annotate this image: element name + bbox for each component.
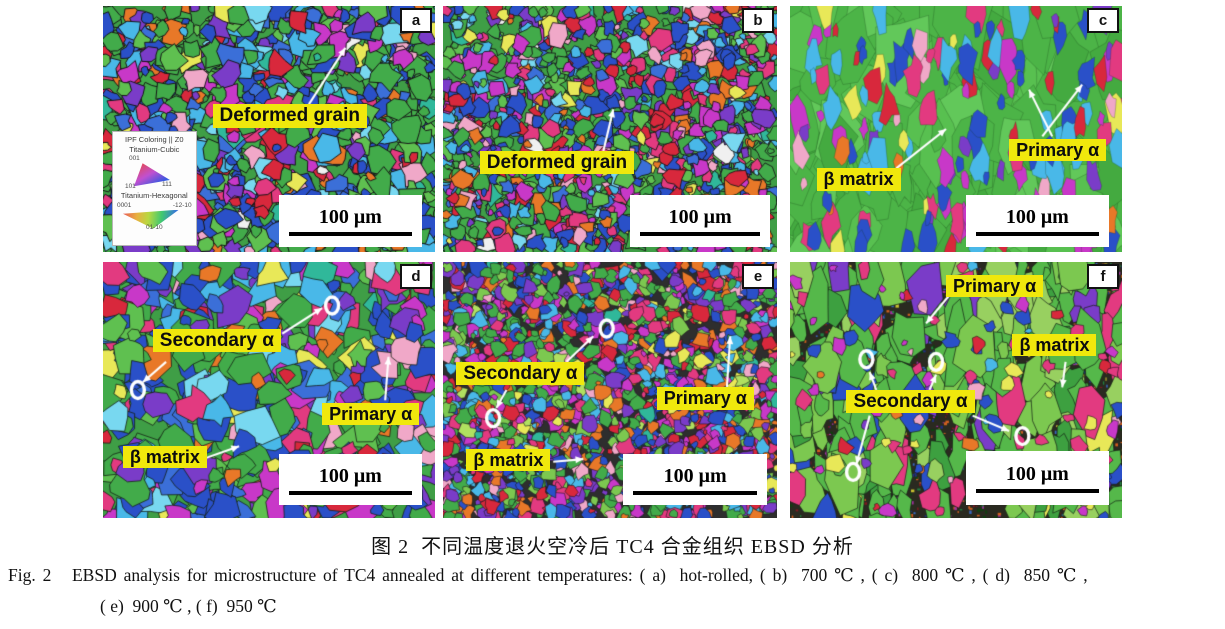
- legend-title: IPF Coloring || Z0: [125, 135, 184, 145]
- cubic-corner-111: 111: [161, 181, 172, 189]
- panel-b-700c: b 100 μm Deformed grain: [443, 6, 777, 252]
- caption-chinese: 图 2 不同温度退火空冷后 TC4 合金组织 EBSD 分析: [371, 536, 854, 558]
- legend-cubic-label: Titanium-Cubic: [129, 144, 180, 154]
- scale-text: 100 μm: [668, 206, 732, 229]
- scale-line: [975, 232, 1099, 237]
- panel-letter-a: a: [400, 8, 432, 33]
- annotation-label: Secondary α: [456, 361, 585, 386]
- legend-hex-label: Titanium-Hexagonal: [120, 191, 188, 201]
- annotation-label: Primary α: [322, 402, 420, 425]
- scale-bar: 100 μm: [965, 451, 1109, 506]
- annotation-label: Secondary α: [846, 390, 975, 414]
- panel-d-850c: d 100 μm Secondary α Primary α β matrix: [103, 262, 435, 518]
- cubic-corner-001: 001: [128, 155, 140, 163]
- panel-a-hot-rolled: a IPF Coloring || Z0 Titanium-Cubic 001 …: [103, 6, 435, 252]
- scale-text: 100 μm: [318, 464, 382, 487]
- hex-corner-12-10: -12-10: [172, 201, 192, 209]
- cubic-ipf-triangle-group: 001 101 111: [114, 155, 195, 191]
- scale-bar: 100 μm: [965, 195, 1109, 248]
- annotation-label: β matrix: [816, 168, 901, 191]
- panel-letter-c: c: [1087, 8, 1119, 33]
- annotation-label: Deformed grain: [479, 151, 635, 175]
- annotation-label: Primary α: [1009, 138, 1107, 161]
- annotation-label: Secondary α: [152, 328, 281, 352]
- scale-bar: 100 μm: [630, 195, 771, 248]
- panel-f-950c: f 100 μm Primary α β matrix Secondary α: [790, 262, 1122, 518]
- annotation-label: Deformed grain: [212, 104, 367, 128]
- scale-bar: 100 μm: [623, 454, 767, 506]
- annotation-label: β matrix: [1012, 333, 1097, 356]
- annotation-label: β matrix: [466, 448, 551, 472]
- scale-line: [288, 490, 412, 495]
- caption-english-line2: ( e) 900 ℃ , ( f) 950 ℃: [100, 596, 277, 616]
- scale-text: 100 μm: [663, 464, 727, 487]
- hex-ipf-triangle-group: 0001 -12-10 01-10: [114, 202, 195, 233]
- panel-letter-b: b: [742, 8, 774, 33]
- scale-text: 100 μm: [1005, 463, 1069, 486]
- panel-letter-d: d: [400, 264, 432, 289]
- scale-text: 100 μm: [1005, 206, 1069, 229]
- caption-english-line1: Fig. 2 EBSD analysis for microstructure …: [8, 565, 1088, 585]
- panel-letter-f: f: [1087, 264, 1119, 289]
- hex-corner-01-10: 01-10: [145, 224, 163, 232]
- cubic-corner-101: 101: [124, 183, 136, 191]
- scale-line: [639, 232, 761, 237]
- annotation-label: β matrix: [122, 446, 207, 469]
- scale-line: [288, 232, 412, 237]
- annotation-label: Primary α: [946, 274, 1044, 297]
- panel-letter-e: e: [742, 264, 774, 289]
- annotation-label: Primary α: [656, 387, 754, 410]
- scale-line: [975, 489, 1099, 494]
- scale-line: [633, 490, 757, 495]
- hex-corner-0001: 0001: [116, 201, 132, 209]
- scale-bar: 100 μm: [278, 454, 422, 506]
- ipf-legend: IPF Coloring || Z0 Titanium-Cubic 001 10…: [111, 131, 197, 246]
- panel-c-800c: c 100 μm β matrix Primary α: [790, 6, 1122, 252]
- scale-bar: 100 μm: [278, 195, 422, 248]
- panel-e-900c: e 100 μm Secondary α Primary α β matrix: [443, 262, 777, 518]
- scale-text: 100 μm: [318, 206, 382, 229]
